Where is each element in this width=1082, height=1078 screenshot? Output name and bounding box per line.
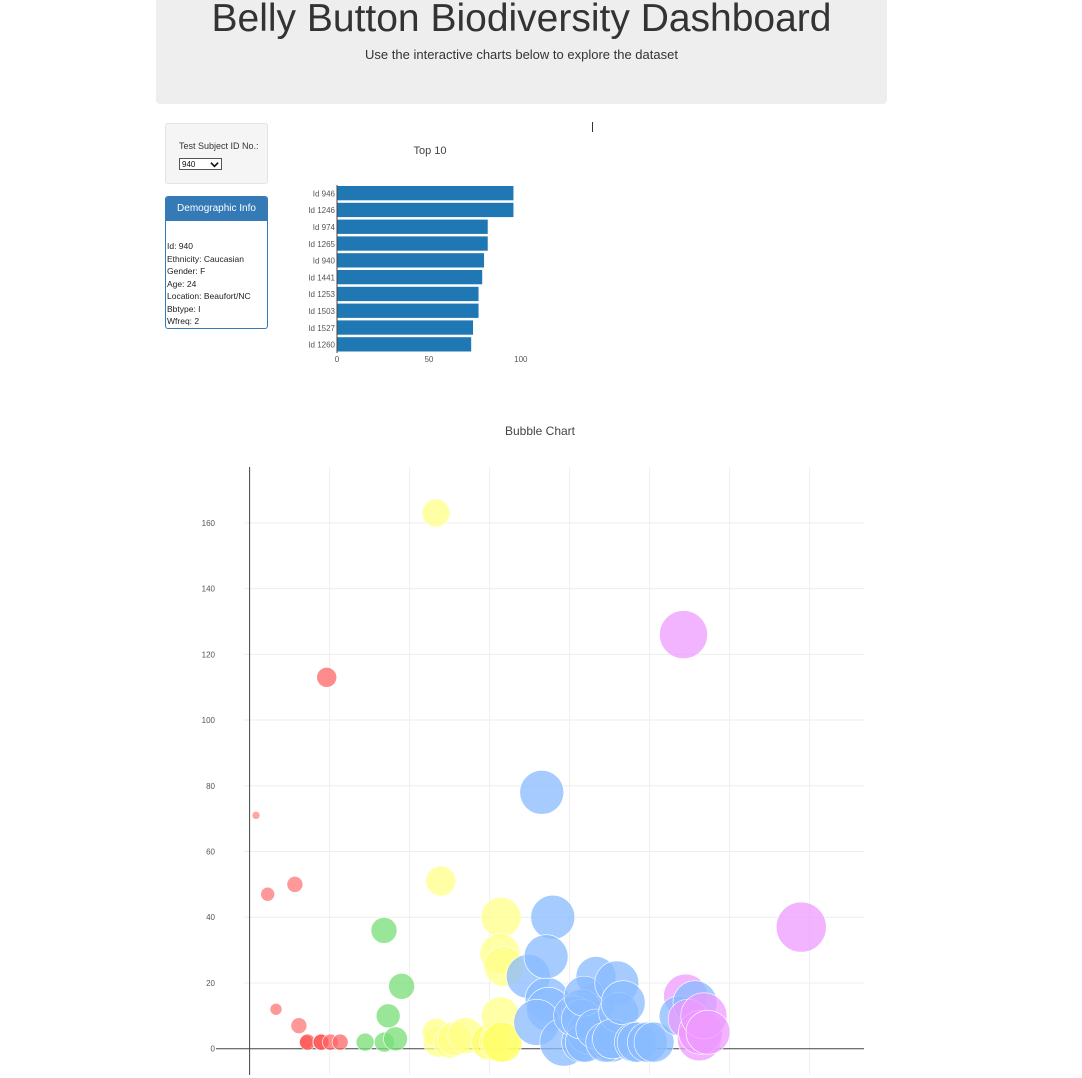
bubble-point-59 [633,1021,675,1063]
bubble-ytick-6: 120 [202,650,216,659]
header-jumbotron: Belly Button Biodiversity Dashboard Use … [156,0,887,104]
bubble-point-16 [383,1026,408,1052]
bubble-ytick-2: 40 [206,913,215,922]
bubble-point-68 [685,1009,731,1055]
demo-id: Id: 940 [167,241,193,251]
bar-xtick-1: 50 [424,355,433,364]
bubble-point-34 [530,894,576,940]
bar-xtick-2: 100 [514,355,528,364]
bubble-point-29 [480,896,522,938]
page-subtitle: Use the interactive charts below to expl… [365,47,678,62]
bar-1 [337,202,514,218]
subject-select[interactable]: 940 [179,158,222,170]
bar-label-7: Id 1503 [308,307,335,316]
demo-gender: Gender: F [167,266,206,276]
bar-label-6: Id 1253 [308,290,335,299]
subject-selector-panel: Test Subject ID No.: 940 [165,123,268,184]
bubble-point-17 [388,972,415,1000]
bar-label-9: Id 1260 [308,341,335,350]
bar-4 [337,253,485,268]
bar-label-5: Id 1441 [308,273,335,282]
bubble-point-3 [286,876,304,893]
chevron-down-icon [210,162,219,168]
top10-bar-chart: Top 10 Id 946 Id 1246 Id 974 Id 1265 Id 940 Id… [308,145,528,364]
bar-label-4: Id 940 [313,257,336,266]
bubble-point-15 [375,1003,401,1029]
bar-label-8: Id 1527 [308,324,335,333]
bubble-ytick-8: 160 [202,519,216,528]
bar-label-2: Id 974 [313,223,336,232]
bubble-point-55 [600,980,646,1025]
bubble-point-20 [425,865,457,897]
bubble-point-33 [519,770,565,815]
bar-9 [337,337,472,352]
bubble-ytick-0: 0 [211,1045,216,1054]
bubble-ytick-4: 80 [206,782,215,791]
bar-label-3: Id 1265 [308,240,335,249]
bubble-point-2 [269,1002,283,1016]
bar-0 [337,186,514,201]
bubble-chart-title: Bubble Chart [505,424,576,438]
bar-xtick-0: 0 [335,355,340,364]
bar-7 [337,303,479,318]
bubble-point-4 [290,1017,308,1035]
demographic-info-body: Id: 940 Ethnicity: Caucasian Gender: F A… [167,240,251,328]
bar-label-1: Id 1246 [308,206,335,215]
bubble-point-12 [355,1032,375,1052]
bubble-point-14 [370,917,398,944]
bar-chart-title: Top 10 [413,145,446,157]
subject-select-value: 940 [182,160,196,169]
bubble-ytick-7: 140 [202,585,216,594]
bar-3 [337,236,488,251]
bubble-point-28 [481,1021,523,1063]
demographic-info-panel: Demographic Info Id: 940 Ethnicity: Cauc… [165,196,268,329]
subject-selector-label: Test Subject ID No.: [179,141,259,151]
bubble-ytick-3: 60 [206,848,215,857]
demo-location: Location: Beaufort/NC [167,291,251,301]
bar-2 [337,219,488,234]
bubble-point-9 [316,667,338,688]
bubble-point-18 [421,498,451,528]
page-title: Belly Button Biodiversity Dashboard [211,0,832,40]
bubble-point-69 [775,901,827,953]
demo-bbtype: Bbtype: I [167,303,201,314]
bar-6 [337,286,479,302]
bubble-ytick-1: 20 [206,979,215,988]
bubble-point-61 [659,610,708,659]
bubble-point-0 [251,811,261,820]
demo-wfreq: Wfreq: 2 [167,316,200,326]
bar-label-0: Id 946 [313,189,336,198]
bubble-ytick-5: 100 [202,716,216,725]
demo-age: Age: 24 [167,278,197,289]
bar-5 [337,270,483,285]
bubble-point-39 [523,934,569,979]
text-cursor [592,122,593,132]
demographic-info-heading: Demographic Info [166,197,267,221]
bubble-point-1 [260,886,275,902]
bubble-point-11 [331,1033,349,1051]
bubble-chart: Bubble Chart 0 20 40 60 80 100 120 140 160 [202,424,864,1075]
demo-ethnicity: Ethnicity: Caucasian [167,253,245,264]
bar-8 [337,320,474,335]
